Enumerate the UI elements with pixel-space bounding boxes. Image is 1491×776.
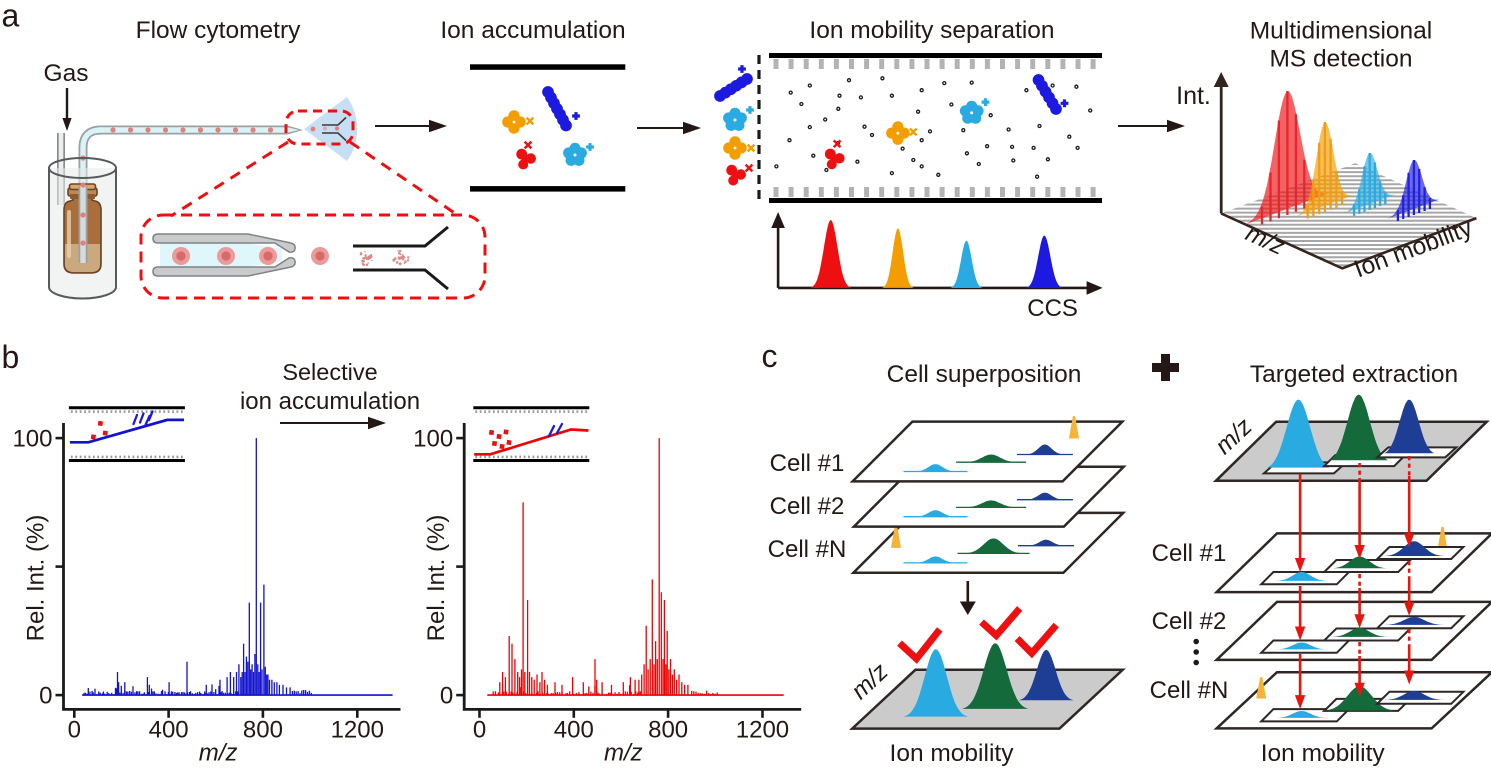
- svg-text:0: 0: [473, 717, 486, 744]
- svg-text:Rel. Int. (%): Rel. Int. (%): [423, 515, 450, 642]
- svg-text:0: 0: [39, 683, 52, 710]
- svg-text:ion accumulation: ion accumulation: [240, 388, 420, 415]
- svg-text:Cell superposition: Cell superposition: [887, 361, 1082, 388]
- svg-text:Flow cytometry: Flow cytometry: [136, 17, 301, 44]
- svg-text:Int.: Int.: [1176, 82, 1211, 110]
- svg-text:0: 0: [68, 717, 81, 744]
- svg-text:0: 0: [440, 683, 453, 710]
- svg-text:m/z: m/z: [199, 740, 238, 767]
- svg-text:800: 800: [648, 717, 688, 744]
- svg-text:a: a: [2, 0, 20, 34]
- svg-text:Ion mobility: Ion mobility: [890, 740, 1015, 767]
- svg-text:Ion mobility: Ion mobility: [1261, 740, 1386, 767]
- svg-text:Selective: Selective: [282, 359, 377, 385]
- svg-text:Multidimensional: Multidimensional: [1250, 18, 1432, 45]
- svg-text:100: 100: [12, 426, 52, 453]
- svg-text:400: 400: [554, 717, 594, 744]
- svg-text:Ion accumulation: Ion accumulation: [440, 17, 625, 44]
- svg-text:400: 400: [149, 717, 189, 744]
- svg-text:1200: 1200: [736, 717, 789, 744]
- svg-text:Ion mobility separation: Ion mobility separation: [809, 17, 1054, 44]
- svg-text:Cell #1: Cell #1: [770, 450, 845, 477]
- svg-text:c: c: [762, 338, 778, 374]
- svg-text:Cell #2: Cell #2: [1152, 608, 1227, 635]
- svg-text:800: 800: [243, 717, 283, 744]
- svg-text:1200: 1200: [331, 717, 384, 744]
- svg-text:100: 100: [413, 426, 453, 453]
- svg-text:Cell #2: Cell #2: [770, 493, 845, 520]
- svg-text:m/z: m/z: [604, 740, 643, 767]
- svg-text:b: b: [2, 339, 20, 375]
- svg-text:Cell #N: Cell #N: [1150, 677, 1229, 704]
- svg-text:Cell #1: Cell #1: [1152, 540, 1227, 567]
- svg-text:Gas: Gas: [44, 60, 89, 87]
- svg-text:Rel. Int. (%): Rel. Int. (%): [23, 515, 50, 642]
- svg-text:CCS: CCS: [1027, 295, 1078, 322]
- svg-text:Targeted extraction: Targeted extraction: [1250, 361, 1458, 388]
- svg-text:Cell #N: Cell #N: [768, 536, 847, 563]
- svg-text:MS detection: MS detection: [1270, 45, 1413, 72]
